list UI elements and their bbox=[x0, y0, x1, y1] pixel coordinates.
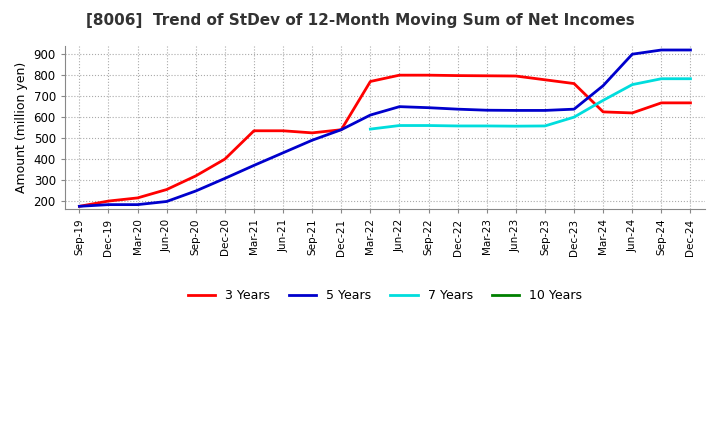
3 Years bbox=[570, 81, 578, 86]
7 Years bbox=[599, 98, 608, 103]
5 Years bbox=[220, 176, 229, 181]
7 Years bbox=[482, 123, 491, 128]
5 Years bbox=[628, 51, 636, 57]
7 Years bbox=[511, 124, 520, 129]
7 Years bbox=[570, 114, 578, 120]
7 Years bbox=[657, 76, 666, 81]
7 Years bbox=[541, 123, 549, 128]
5 Years bbox=[192, 188, 200, 194]
3 Years bbox=[308, 130, 317, 136]
5 Years bbox=[570, 106, 578, 112]
3 Years bbox=[366, 79, 374, 84]
3 Years bbox=[454, 73, 462, 78]
3 Years bbox=[220, 157, 229, 162]
3 Years bbox=[337, 127, 346, 132]
Line: 7 Years: 7 Years bbox=[370, 79, 690, 129]
3 Years bbox=[250, 128, 258, 133]
7 Years bbox=[454, 123, 462, 128]
3 Years bbox=[162, 187, 171, 192]
5 Years bbox=[337, 127, 346, 132]
3 Years bbox=[657, 100, 666, 106]
5 Years bbox=[482, 107, 491, 113]
5 Years bbox=[541, 108, 549, 113]
5 Years bbox=[250, 163, 258, 168]
5 Years bbox=[133, 202, 142, 207]
Line: 3 Years: 3 Years bbox=[79, 75, 690, 206]
Line: 5 Years: 5 Years bbox=[79, 50, 690, 206]
7 Years bbox=[366, 126, 374, 132]
3 Years bbox=[424, 73, 433, 78]
7 Years bbox=[628, 82, 636, 87]
5 Years bbox=[162, 199, 171, 204]
5 Years bbox=[657, 48, 666, 53]
Text: [8006]  Trend of StDev of 12-Month Moving Sum of Net Incomes: [8006] Trend of StDev of 12-Month Moving… bbox=[86, 13, 634, 28]
5 Years bbox=[308, 138, 317, 143]
7 Years bbox=[424, 123, 433, 128]
7 Years bbox=[686, 76, 695, 81]
5 Years bbox=[366, 112, 374, 117]
3 Years bbox=[628, 110, 636, 116]
5 Years bbox=[511, 108, 520, 113]
3 Years bbox=[192, 173, 200, 179]
3 Years bbox=[541, 77, 549, 82]
5 Years bbox=[599, 83, 608, 88]
3 Years bbox=[104, 198, 113, 204]
5 Years bbox=[454, 106, 462, 112]
5 Years bbox=[75, 204, 84, 209]
7 Years bbox=[395, 123, 404, 128]
3 Years bbox=[75, 204, 84, 209]
3 Years bbox=[482, 73, 491, 78]
3 Years bbox=[133, 195, 142, 201]
5 Years bbox=[279, 150, 287, 155]
3 Years bbox=[686, 100, 695, 106]
3 Years bbox=[395, 73, 404, 78]
3 Years bbox=[279, 128, 287, 133]
Y-axis label: Amount (million yen): Amount (million yen) bbox=[15, 62, 28, 193]
5 Years bbox=[395, 104, 404, 109]
3 Years bbox=[511, 73, 520, 79]
Legend: 3 Years, 5 Years, 7 Years, 10 Years: 3 Years, 5 Years, 7 Years, 10 Years bbox=[183, 284, 588, 308]
3 Years bbox=[599, 109, 608, 114]
5 Years bbox=[104, 202, 113, 207]
5 Years bbox=[686, 48, 695, 53]
5 Years bbox=[424, 105, 433, 110]
